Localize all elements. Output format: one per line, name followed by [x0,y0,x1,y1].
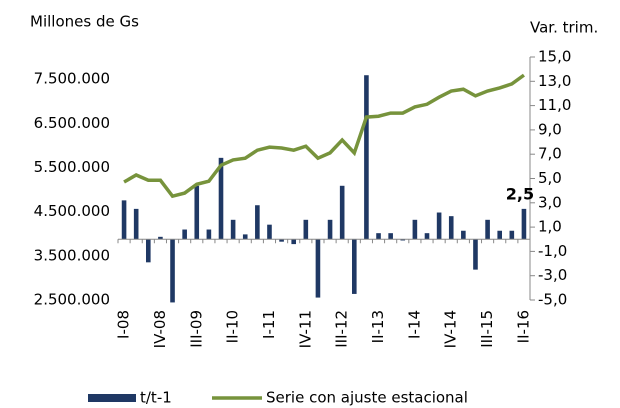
bar [521,208,527,240]
y2-tick-label: -1,0 [538,242,567,260]
y2-tick-label: 13,0 [538,72,571,90]
bar [267,224,272,240]
x-tick-label: I-11 [260,310,278,339]
bar [158,236,163,240]
y2-tick-label: 9,0 [538,120,562,138]
bar [315,239,321,298]
x-tick-label: III-09 [187,310,205,348]
bar [206,229,212,240]
y2-tick-label: -3,0 [538,266,567,284]
bar [182,229,187,240]
legend-label: Serie con ajuste estacional [266,389,468,407]
legend-swatch [88,394,136,402]
bar [400,239,406,241]
y-tick-label: 2.500.000 [34,291,110,309]
line [123,73,525,199]
bar [364,75,369,240]
bar [133,208,139,240]
y-tick-label: 6.500.000 [34,114,110,132]
x-tick-label: IV-14 [442,310,460,348]
bar [412,219,418,240]
bar [388,233,393,240]
bar [194,185,200,240]
x-tick-label: IV-08 [151,310,169,348]
bar [279,239,284,242]
y2-tick-label: 1,0 [538,218,562,236]
y-tick-label: 5.500.000 [34,158,110,176]
bar [424,233,430,240]
bar [291,239,297,245]
bar [170,239,175,303]
x-tick-label: II-13 [369,310,387,343]
x-tick-label: III-12 [333,310,351,348]
bar [509,230,515,240]
bar [230,219,236,240]
y-tick-label: 3.500.000 [34,246,110,264]
x-tick-label: I-14 [405,310,423,339]
bar [303,219,309,240]
x-tick-label: II-16 [514,310,532,343]
bar [327,219,333,240]
bar [448,216,454,240]
bar [339,185,345,240]
x-tick-label: III-15 [478,310,496,348]
x-tick-label: I-08 [115,310,133,339]
y2-tick-label: 11,0 [538,96,571,114]
y2-tick-label: 3,0 [538,193,562,211]
y-tick-label: 4.500.000 [34,202,110,220]
bar [351,239,357,294]
bar [242,234,248,240]
bar [436,212,442,240]
y2-tick-label: 15,0 [538,48,571,66]
legend-label: t/t-1 [140,389,172,407]
bar [461,230,466,240]
y-axis-title: Millones de Gs [30,13,139,31]
y2-tick-label: 7,0 [538,145,562,163]
bar [121,200,127,240]
bar [497,230,503,240]
data-label: 2,5 [506,184,534,203]
bar [145,239,151,263]
bar [473,239,478,270]
y-tick-label: 7.500.000 [34,70,110,88]
y2-tick-label: 5,0 [538,169,562,187]
bar [218,157,224,240]
bar [376,233,381,240]
bar [485,219,490,240]
y2-axis-title: Var. trim. [530,19,598,37]
x-tick-label: IV-11 [296,310,314,348]
y2-tick-label: -5,0 [538,291,567,309]
bar [255,205,260,240]
x-tick-label: II-10 [224,310,242,343]
